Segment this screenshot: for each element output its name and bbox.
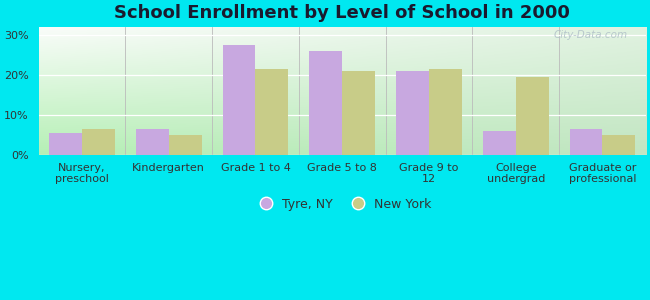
Bar [255,69,289,155]
Bar [515,77,549,155]
Bar [603,135,636,155]
Bar [569,129,603,155]
Bar [309,51,343,155]
Bar [222,45,255,155]
Legend: Tyre, NY, New York: Tyre, NY, New York [248,193,436,215]
Title: School Enrollment by Level of School in 2000: School Enrollment by Level of School in … [114,4,570,22]
Bar [396,71,429,155]
Bar [136,129,169,155]
Bar [343,71,375,155]
Bar [429,69,462,155]
Text: City-Data.com: City-Data.com [554,30,628,40]
Bar [483,131,515,155]
Bar [82,129,115,155]
Bar [49,133,82,155]
Bar [169,135,202,155]
